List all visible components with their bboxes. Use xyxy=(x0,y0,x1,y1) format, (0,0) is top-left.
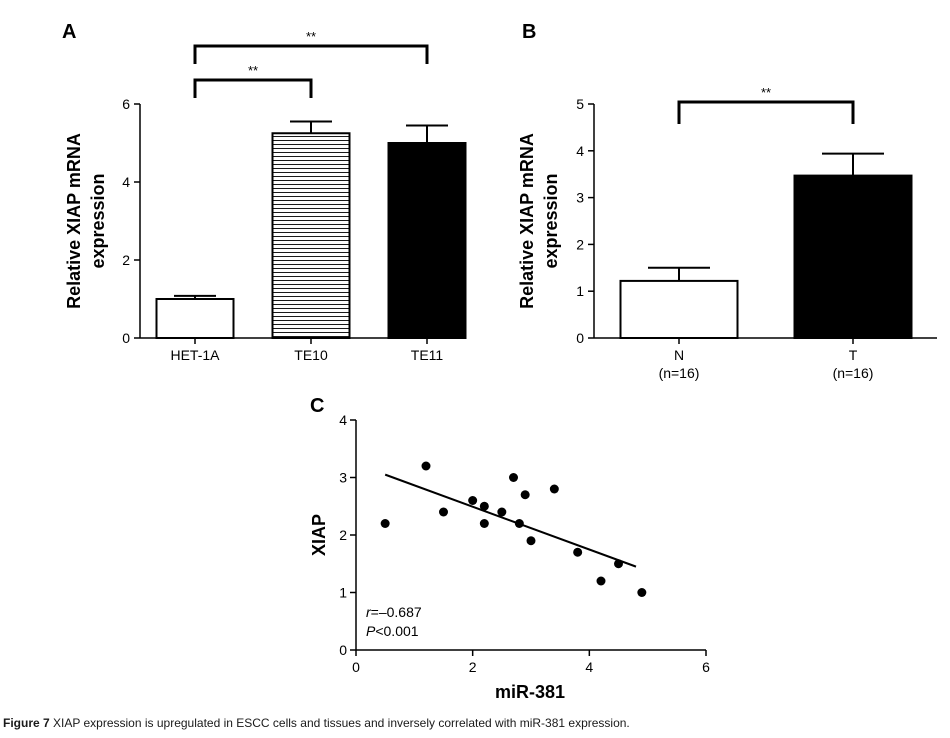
regression-line xyxy=(384,473,637,568)
y-tick-label: 5 xyxy=(576,96,584,112)
y-tick-label: 0 xyxy=(576,330,584,346)
significance-label: ** xyxy=(248,63,258,78)
bar xyxy=(155,298,235,339)
r-label: r xyxy=(366,604,372,620)
x-tick-label: T xyxy=(849,347,858,363)
x-tick-label: TE11 xyxy=(411,347,444,363)
scatter-point xyxy=(479,519,489,528)
y-tick-label: 1 xyxy=(339,585,347,601)
caption-label: Figure 7 xyxy=(3,716,50,730)
panel-a-ylabel-line2: expression xyxy=(88,173,108,268)
x-tick-label: 0 xyxy=(352,659,360,675)
scatter-point xyxy=(380,519,390,528)
x-tick-label: TE10 xyxy=(294,347,328,363)
panel-c-xlabel: miR-381 xyxy=(495,682,565,702)
y-tick-label: 3 xyxy=(339,470,347,486)
scatter-point xyxy=(637,588,647,597)
y-tick-label: 3 xyxy=(576,190,584,206)
scatter-point xyxy=(497,507,507,517)
x-tick-label: 2 xyxy=(469,659,477,675)
bar xyxy=(271,132,351,339)
bar xyxy=(387,142,467,339)
panel-b-ylabel-line2: expression xyxy=(541,173,561,268)
r-value: =–0.687 xyxy=(371,604,422,620)
x-tick-label: HET-1A xyxy=(170,347,220,363)
significance-label: ** xyxy=(761,85,771,100)
significance-bracket xyxy=(193,44,429,64)
caption-text: XIAP expression is upregulated in ESCC c… xyxy=(53,716,630,730)
x-sublabel: (n=16) xyxy=(833,365,874,381)
panel-b-letter: B xyxy=(522,21,536,43)
y-tick-label: 4 xyxy=(339,412,347,428)
panel-b-ylabel-line1: Relative XIAP mRNA xyxy=(517,133,537,309)
panel-a-letter: A xyxy=(62,21,76,43)
scatter-point xyxy=(549,484,559,494)
panel-c-letter: C xyxy=(310,395,324,417)
scatter-point xyxy=(479,501,489,511)
scatter-point xyxy=(468,496,478,505)
y-tick-label: 0 xyxy=(122,330,130,346)
scatter-point xyxy=(573,547,583,557)
scatter-point xyxy=(526,536,536,546)
scatter-point xyxy=(596,576,606,586)
p-value: <0.001 xyxy=(375,623,418,639)
panel-b-chart: B Relative XIAP mRNA expression 0 1 2 3 4 5 N (… xyxy=(517,21,937,381)
p-statistic: P<0.001 xyxy=(366,623,419,639)
scatter-point xyxy=(509,473,518,482)
scatter-point xyxy=(439,507,448,517)
r-statistic: r=–0.687 xyxy=(366,604,422,620)
significance-bracket xyxy=(193,78,313,98)
figure-caption: Figure 7 XIAP expression is upregulated … xyxy=(3,716,943,730)
x-tick-label: 4 xyxy=(585,659,593,675)
significance-bracket xyxy=(677,100,855,124)
panel-c-chart: C XIAP miR-381 0 1 2 3 4 0 2 4 6 r=–0.687 P<0.00… xyxy=(309,395,710,702)
panel-c-ylabel: XIAP xyxy=(309,514,329,556)
x-tick-label: N xyxy=(674,347,684,363)
significance-label: ** xyxy=(306,29,316,44)
y-tick-label: 1 xyxy=(576,283,584,299)
x-tick-label: 6 xyxy=(702,659,710,675)
y-tick-label: 4 xyxy=(122,174,130,190)
y-tick-label: 2 xyxy=(576,236,584,252)
bar xyxy=(619,279,739,339)
y-tick-label: 2 xyxy=(122,252,130,268)
scatter-point xyxy=(421,461,431,471)
x-sublabel: (n=16) xyxy=(659,365,700,381)
y-tick-label: 4 xyxy=(576,143,584,159)
bar xyxy=(793,174,913,339)
panel-a-ylabel-line1: Relative XIAP mRNA xyxy=(64,133,84,309)
y-tick-label: 0 xyxy=(339,642,347,658)
scatter-point xyxy=(520,490,530,500)
y-tick-label: 6 xyxy=(122,96,130,112)
p-label: P xyxy=(366,623,376,639)
panel-a-chart: A Relative XIAP mRNA expression 0 2 4 6 HET-… xyxy=(62,21,467,363)
y-tick-label: 2 xyxy=(339,527,347,543)
